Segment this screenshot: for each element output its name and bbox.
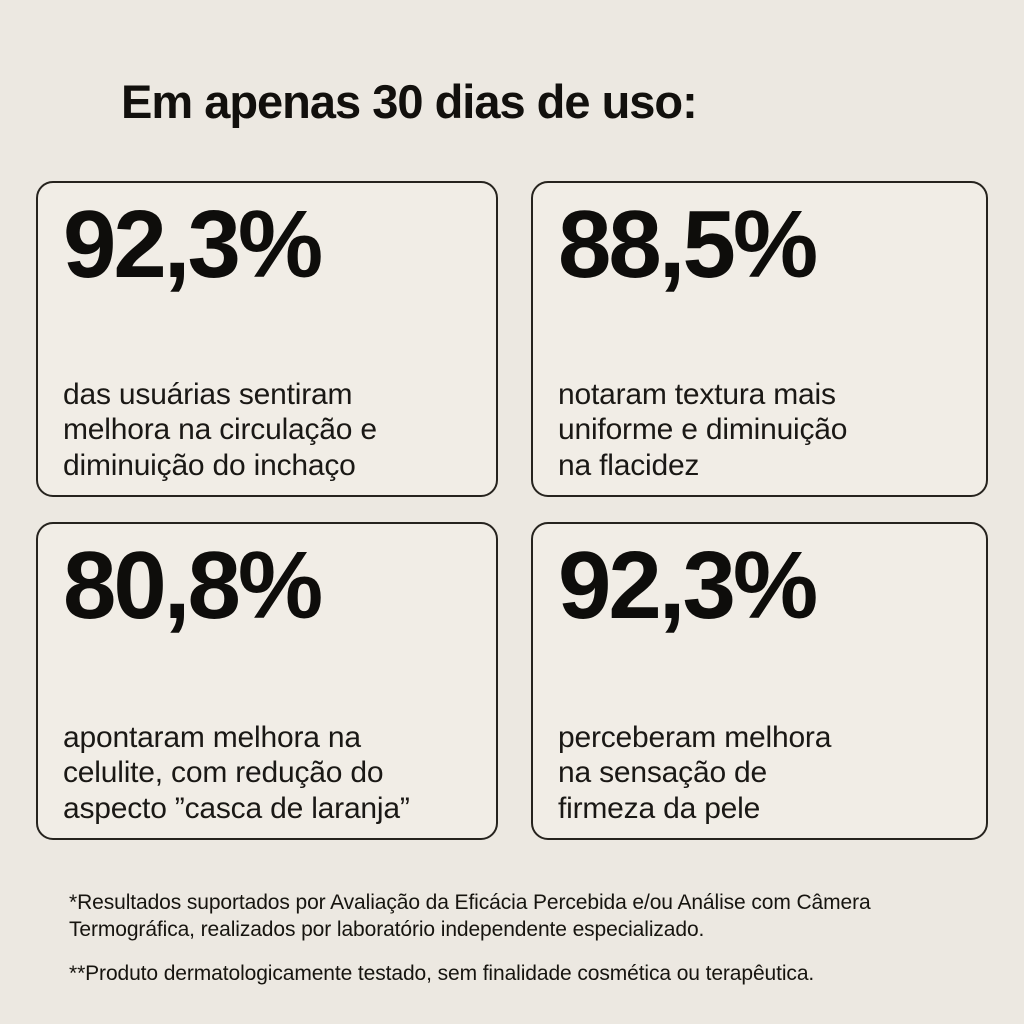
footnotes: *Resultados suportados por Avaliação da … [69, 889, 979, 987]
stat-description: das usuárias sentiram melhora na circula… [63, 377, 377, 482]
stat-value: 92,3% [63, 191, 323, 298]
footnote-dermatological-disclaimer: **Produto dermatologicamente testado, se… [69, 961, 815, 985]
footnote-results-support: *Resultados suportados por Avaliação da … [69, 891, 871, 942]
stats-grid: 92,3% das usuárias sentiram melhora na c… [36, 181, 988, 840]
stat-description: notaram textura mais uniforme e diminuiç… [558, 377, 848, 482]
stat-value: 80,8% [63, 532, 323, 639]
stat-card-circulacao: 92,3% das usuárias sentiram melhora na c… [36, 181, 498, 497]
page-title: Em apenas 30 dias de uso: [121, 75, 698, 128]
stat-card-firmeza: 92,3% perceberam melhora na sensação de … [531, 522, 988, 840]
stat-card-textura: 88,5% notaram textura mais uniforme e di… [531, 181, 988, 497]
stat-description: apontaram melhora na celulite, com reduç… [63, 720, 410, 825]
stat-value: 88,5% [558, 191, 818, 298]
stat-value: 92,3% [558, 532, 818, 639]
stat-description: perceberam melhora na sensação de firmez… [558, 720, 832, 825]
stat-card-celulite: 80,8% apontaram melhora na celulite, com… [36, 522, 498, 840]
